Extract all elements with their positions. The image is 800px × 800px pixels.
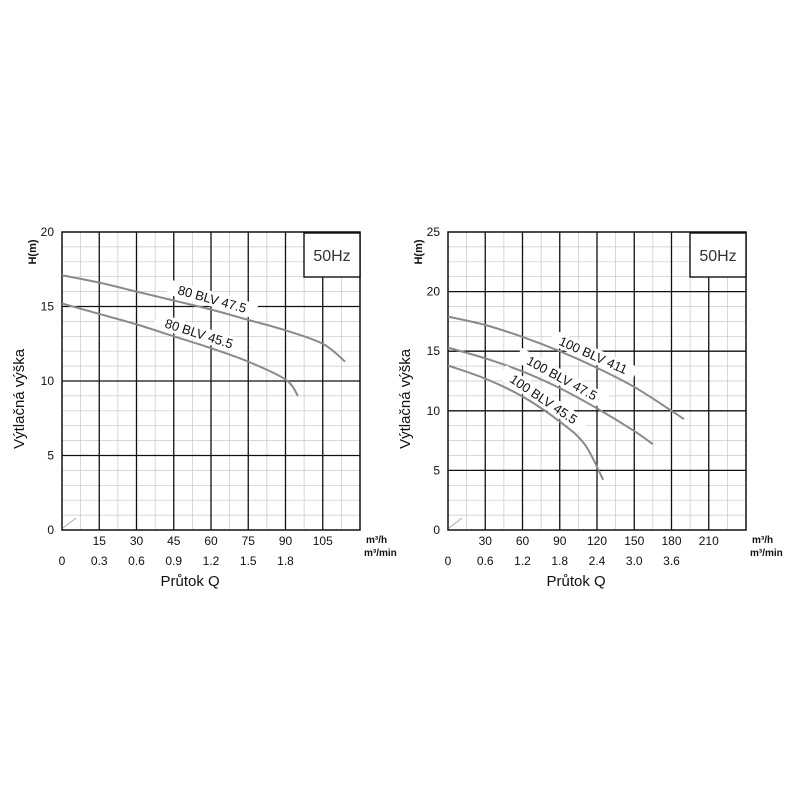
series-label-bg xyxy=(152,312,245,355)
plot-frame xyxy=(61,231,361,531)
y-axis-title: Výtlačná výška xyxy=(397,348,414,449)
x-tick-label-secondary: 1.8 xyxy=(277,554,294,568)
x-unit-secondary: m³/min xyxy=(364,548,397,559)
series-label-bg xyxy=(165,279,259,319)
y-tick-label: 0 xyxy=(433,523,440,537)
y-unit-label: H(m) xyxy=(27,239,39,264)
x-tick-label-secondary: 0 xyxy=(445,554,452,568)
x-tick-label-primary: 120 xyxy=(587,534,607,548)
frequency-badge xyxy=(689,232,747,278)
y-unit-label: H(m) xyxy=(413,239,425,264)
x-tick-label-secondary: 1.2 xyxy=(203,554,220,568)
x-tick-label-secondary: 3.0 xyxy=(626,554,643,568)
x-axis-title: Průtok Q xyxy=(547,573,606,590)
y-tick-label: 20 xyxy=(41,225,55,239)
x-tick-label-primary: 15 xyxy=(93,534,107,548)
series-line xyxy=(447,346,654,445)
plot-frame xyxy=(447,231,747,531)
series-line xyxy=(447,364,605,481)
series-label-bg xyxy=(514,347,610,409)
x-unit-secondary: m³/min xyxy=(750,548,783,559)
x-tick-label-secondary: 0.6 xyxy=(128,554,145,568)
x-tick-label-primary: 180 xyxy=(661,534,681,548)
frequency-label: 50Hz xyxy=(699,248,736,265)
x-tick-label-primary: 105 xyxy=(313,534,333,548)
major-grid xyxy=(62,232,360,530)
x-tick-label-secondary: 1.5 xyxy=(240,554,257,568)
frequency-label: 50Hz xyxy=(313,248,350,265)
x-tick-label-primary: 210 xyxy=(699,534,719,548)
x-axis-title: Průtok Q xyxy=(161,573,220,590)
y-tick-label: 25 xyxy=(427,225,441,239)
x-tick-label-secondary: 0.9 xyxy=(165,554,182,568)
y-tick-label: 15 xyxy=(41,300,55,314)
origin-mark xyxy=(448,517,463,529)
series-line xyxy=(447,315,685,420)
series-label-bg xyxy=(548,329,639,381)
y-tick-label: 5 xyxy=(47,449,54,463)
x-tick-label-primary: 90 xyxy=(279,534,293,548)
x-tick-label-secondary: 0 xyxy=(59,554,66,568)
origin-mark xyxy=(62,517,77,529)
x-tick-label-secondary: 2.4 xyxy=(589,554,606,568)
x-tick-label-primary: 90 xyxy=(553,534,567,548)
x-tick-label-secondary: 3.6 xyxy=(663,554,680,568)
x-tick-label-primary: 60 xyxy=(204,534,218,548)
y-tick-label: 20 xyxy=(427,285,441,299)
x-tick-label-primary: 30 xyxy=(479,534,493,548)
y-tick-label: 10 xyxy=(427,404,441,418)
series-line xyxy=(61,274,346,363)
y-tick-label: 5 xyxy=(433,463,440,477)
series-label: 80 BLV 47.5 xyxy=(176,282,248,315)
series-line xyxy=(61,302,299,397)
y-axis-title: Výtlačná výška xyxy=(11,348,28,449)
y-tick-label: 15 xyxy=(427,344,441,358)
x-tick-label-secondary: 1.2 xyxy=(514,554,531,568)
y-tick-label: 0 xyxy=(47,523,54,537)
y-tick-label: 10 xyxy=(41,374,55,388)
x-tick-label-primary: 60 xyxy=(516,534,530,548)
x-unit-primary: m³/h xyxy=(366,535,387,546)
x-tick-label-primary: 30 xyxy=(130,534,144,548)
x-tick-label-primary: 45 xyxy=(167,534,181,548)
frequency-badge xyxy=(303,232,361,278)
x-tick-label-secondary: 0.3 xyxy=(91,554,108,568)
series-label-group: 80 BLV 47.5 xyxy=(165,279,259,319)
x-unit-primary: m³/h xyxy=(752,535,773,546)
x-tick-label-secondary: 1.8 xyxy=(551,554,568,568)
series-label-bg xyxy=(498,365,590,434)
chart-1: 50Hz 0 5 10 15 20 15 30 45 60 75 90 105 0 0.3 0.6 0.9 1.2… xyxy=(11,225,397,590)
x-tick-label-secondary: 0.6 xyxy=(477,554,494,568)
chart-2: 50Hz 0 5 10 15 20 25 30 60 90 120 150 180 210 0 0.6 1.2 1… xyxy=(397,225,783,590)
x-tick-label-primary: 150 xyxy=(624,534,644,548)
x-tick-label-primary: 75 xyxy=(242,534,256,548)
